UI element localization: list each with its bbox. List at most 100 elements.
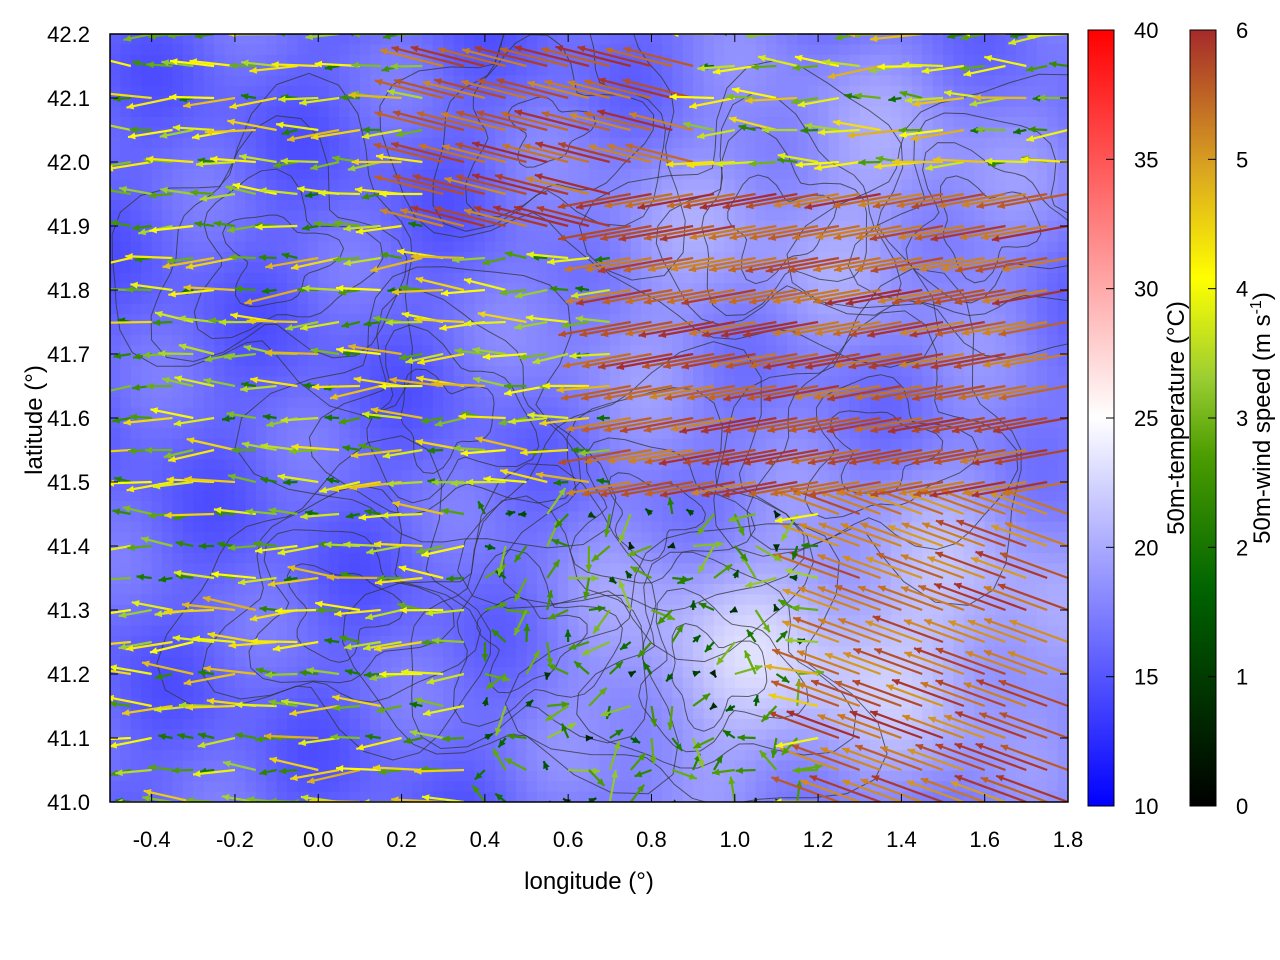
heatmap-cell xyxy=(557,345,569,357)
heatmap-cell xyxy=(474,65,486,77)
heatmap-cell xyxy=(401,542,413,554)
heatmap-cell xyxy=(745,210,757,222)
heatmap-cell xyxy=(838,210,850,222)
heatmap-cell xyxy=(151,584,163,596)
heatmap-cell xyxy=(766,179,778,191)
heatmap-cell xyxy=(807,210,819,222)
heatmap-cell xyxy=(110,334,122,346)
heatmap-cell xyxy=(505,293,517,305)
heatmap-cell xyxy=(516,532,528,544)
heatmap-cell xyxy=(724,34,736,45)
heatmap-cell xyxy=(547,376,559,388)
heatmap-cell xyxy=(432,303,444,315)
heatmap-cell xyxy=(651,407,663,419)
heatmap-cell xyxy=(349,469,361,481)
heatmap-cell xyxy=(110,65,122,77)
heatmap-cell xyxy=(162,303,174,315)
heatmap-cell xyxy=(328,314,340,326)
heatmap-cell xyxy=(734,137,746,149)
heatmap-cell xyxy=(214,324,226,336)
heatmap-cell xyxy=(214,386,226,398)
heatmap-cell xyxy=(526,542,538,554)
heatmap-cell xyxy=(516,386,528,398)
heatmap-cell xyxy=(266,231,278,243)
heatmap-cell xyxy=(526,158,538,170)
heatmap-cell xyxy=(1015,127,1027,139)
heatmap-cell xyxy=(849,469,861,481)
heatmap-cell xyxy=(391,65,403,77)
heatmap-cell xyxy=(849,542,861,554)
heatmap-cell xyxy=(1005,85,1017,97)
heatmap-cell xyxy=(568,521,580,533)
heatmap-cell xyxy=(859,438,871,450)
heatmap-cell xyxy=(287,449,299,461)
heatmap-cell xyxy=(318,65,330,77)
heatmap-cell xyxy=(1057,449,1068,461)
heatmap-cell xyxy=(776,542,788,554)
heatmap-cell xyxy=(151,272,163,284)
heatmap-cell xyxy=(110,355,122,367)
heatmap-cell xyxy=(797,220,809,232)
heatmap-cell xyxy=(932,85,944,97)
heatmap-cell xyxy=(318,324,330,336)
heatmap-cell xyxy=(859,334,871,346)
heatmap-cell xyxy=(724,521,736,533)
heatmap-cell xyxy=(870,148,882,160)
heatmap-cell xyxy=(307,355,319,367)
heatmap-cell xyxy=(953,241,965,253)
heatmap-cell xyxy=(766,85,778,97)
heatmap-cell xyxy=(359,563,371,575)
heatmap-cell xyxy=(786,303,798,315)
heatmap-cell xyxy=(651,189,663,201)
heatmap-cell xyxy=(786,459,798,471)
heatmap-cell xyxy=(162,563,174,575)
heatmap-cell xyxy=(766,106,778,118)
heatmap-cell xyxy=(870,511,882,523)
heatmap-cell xyxy=(245,573,257,585)
heatmap-cell xyxy=(890,542,902,554)
heatmap-cell xyxy=(474,459,486,471)
heatmap-cell xyxy=(828,44,840,56)
heatmap-cell xyxy=(214,418,226,429)
heatmap-cell xyxy=(370,54,382,66)
heatmap-cell xyxy=(245,168,257,180)
heatmap-cell xyxy=(641,469,653,481)
heatmap-cell xyxy=(151,85,163,97)
heatmap-cell xyxy=(984,220,996,232)
heatmap-cell xyxy=(599,376,611,388)
heatmap-cell xyxy=(245,189,257,201)
heatmap-cell xyxy=(516,459,528,471)
heatmap-cell xyxy=(724,127,736,139)
heatmap-cell xyxy=(172,158,184,170)
heatmap-cell xyxy=(141,168,153,180)
heatmap-cell xyxy=(401,490,413,502)
heatmap-cell xyxy=(578,469,590,481)
heatmap-cell xyxy=(661,75,673,87)
heatmap-cell xyxy=(1015,231,1027,243)
heatmap-cell xyxy=(172,407,184,419)
heatmap-cell xyxy=(1036,314,1048,326)
heatmap-cell xyxy=(120,552,132,564)
heatmap-cell xyxy=(932,44,944,56)
heatmap-cell xyxy=(266,189,278,201)
heatmap-cell xyxy=(318,438,330,450)
heatmap-cell xyxy=(287,521,299,533)
heatmap-cell xyxy=(1036,428,1048,440)
heatmap-cell xyxy=(922,501,934,513)
heatmap-cell xyxy=(516,366,528,378)
heatmap-cell xyxy=(182,106,194,118)
heatmap-cell xyxy=(464,552,476,564)
heatmap-cell xyxy=(516,168,528,180)
heatmap-cell xyxy=(890,345,902,357)
heatmap-cell xyxy=(880,137,892,149)
heatmap-cell xyxy=(620,459,632,471)
heatmap-cell xyxy=(495,137,507,149)
heatmap-cell xyxy=(1005,34,1017,45)
heatmap-cell xyxy=(526,334,538,346)
heatmap-cell xyxy=(318,407,330,419)
heatmap-cell xyxy=(380,366,392,378)
heatmap-cell xyxy=(432,262,444,274)
heatmap-cell xyxy=(370,210,382,222)
heatmap-cell xyxy=(411,521,423,533)
heatmap-cell xyxy=(370,168,382,180)
